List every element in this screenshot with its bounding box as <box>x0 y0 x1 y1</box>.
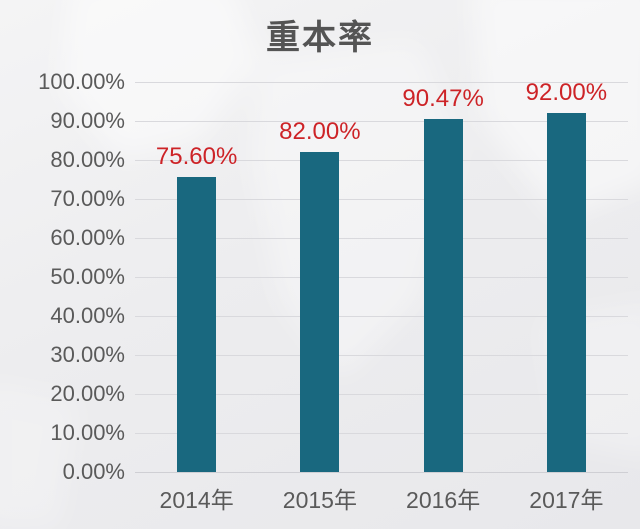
bar-value-label: 82.00% <box>279 118 361 146</box>
bar-2016年 <box>423 119 463 472</box>
bar-2015年 <box>300 152 340 472</box>
y-axis-tick-label: 40.00% <box>50 303 125 328</box>
bar-value-label: 90.47% <box>402 85 484 113</box>
y-axis-tick-label: 60.00% <box>50 225 125 250</box>
gridline <box>135 276 628 278</box>
gridline <box>135 198 628 200</box>
gridline <box>135 159 628 161</box>
gridline <box>135 432 628 434</box>
bar-value-label: 92.00% <box>525 79 608 107</box>
y-axis-tick-label: 20.00% <box>50 381 125 406</box>
gridline <box>135 120 628 122</box>
x-axis-category-label: 2016年 <box>406 487 481 513</box>
y-axis-tick-label: 30.00% <box>50 342 125 367</box>
bar-2014年 <box>177 177 217 472</box>
y-axis-tick-label: 90.00% <box>50 108 125 133</box>
gridline <box>135 354 628 356</box>
y-axis-tick-label: 100.00% <box>38 69 125 94</box>
y-axis-tick-label: 70.00% <box>50 186 125 211</box>
x-axis-category-label: 2014年 <box>159 487 234 513</box>
x-axis-category-label: 2015年 <box>282 487 357 513</box>
x-axis-category-label: 2017年 <box>529 487 604 513</box>
gridline <box>135 393 628 395</box>
y-axis-tick-label: 10.00% <box>50 420 125 445</box>
gridline <box>135 471 628 473</box>
y-axis-tick-label: 50.00% <box>50 264 125 289</box>
y-axis-tick-label: 80.00% <box>50 147 125 172</box>
gridline <box>135 315 628 317</box>
gridline <box>135 237 628 239</box>
gridline <box>135 81 628 83</box>
chart-title: 重本率 <box>266 19 374 57</box>
bar-value-label: 75.60% <box>155 143 238 171</box>
bar-2017年 <box>546 113 586 472</box>
y-axis-tick-label: 0.00% <box>62 459 125 484</box>
